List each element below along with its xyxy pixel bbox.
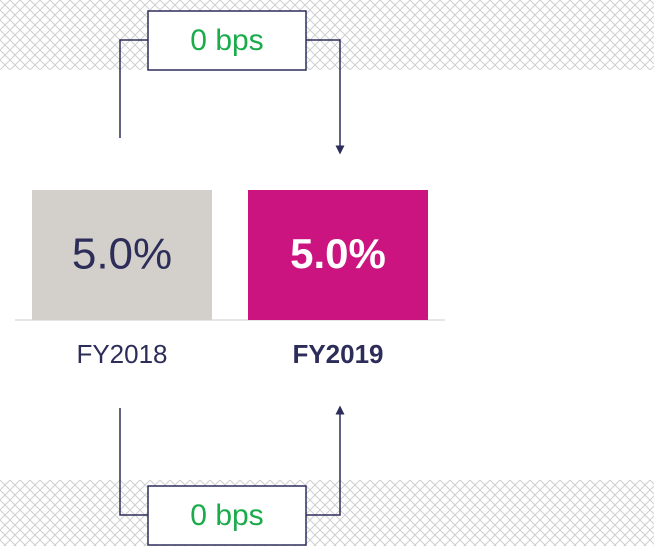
annotation-box xyxy=(147,10,307,71)
data-label: 5.0% xyxy=(290,230,386,277)
connector-arrow xyxy=(306,39,345,155)
hatch-band xyxy=(0,0,654,70)
connector xyxy=(119,39,148,138)
annotation: 0 bps xyxy=(190,499,263,532)
connector-arrow xyxy=(306,405,345,516)
connector xyxy=(119,408,148,516)
bar xyxy=(32,190,212,320)
annotation-box xyxy=(147,485,307,546)
hatch-band xyxy=(0,480,654,546)
bar xyxy=(248,190,428,320)
x-tick-label: FY2019 xyxy=(292,339,383,369)
x-tick-label: FY2018 xyxy=(76,339,167,369)
annotation: 0 bps xyxy=(190,24,263,57)
data-label: 5.0% xyxy=(72,230,172,279)
